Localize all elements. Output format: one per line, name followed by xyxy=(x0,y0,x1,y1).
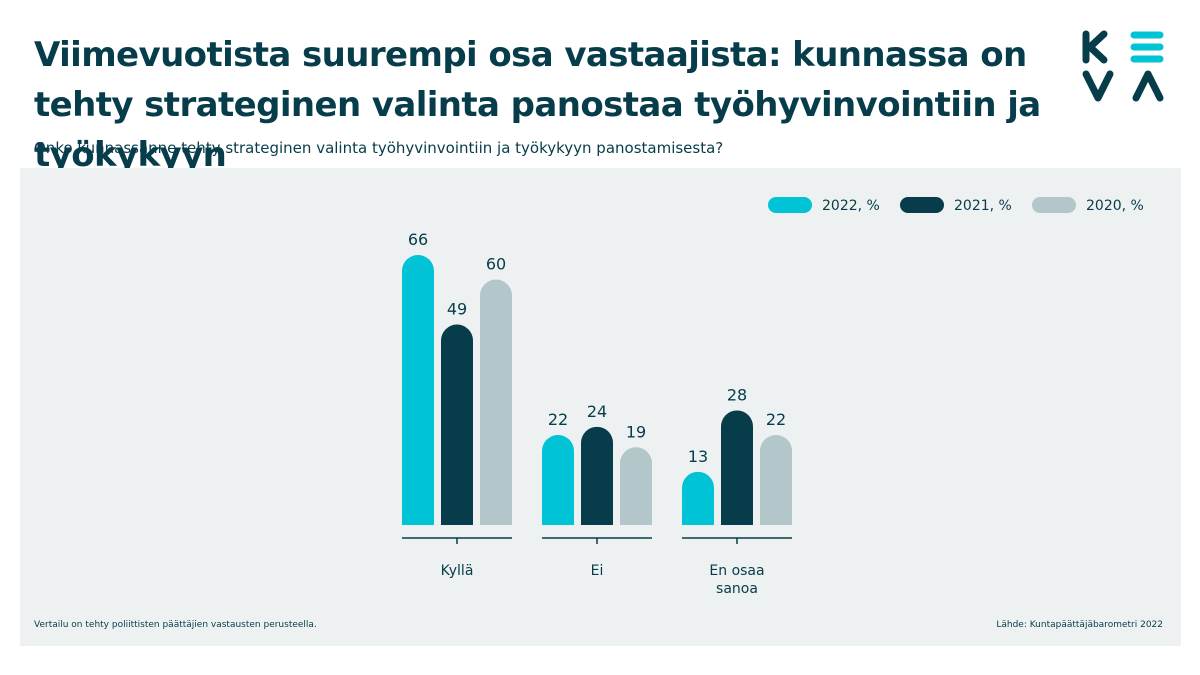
bar xyxy=(402,255,434,525)
bar xyxy=(721,410,753,525)
data-label: 49 xyxy=(447,300,467,319)
bar-chart: 2022, % 2021, % 2020, % 66 49 60 Kyllä 22 24 19 Ei… xyxy=(402,197,1144,597)
category-label: Ei xyxy=(591,563,604,579)
data-label: 22 xyxy=(766,410,786,429)
data-label: 24 xyxy=(587,402,607,421)
bar xyxy=(480,279,512,525)
data-label: 13 xyxy=(688,447,708,466)
data-label: 28 xyxy=(727,385,747,404)
bar xyxy=(760,435,792,525)
bar xyxy=(620,447,652,525)
footnote: Vertailu on tehty poliittisten päättäjie… xyxy=(34,620,317,630)
keva-logo xyxy=(1082,30,1164,102)
bar xyxy=(542,435,574,525)
legend-swatch xyxy=(900,197,944,213)
category-label: sanoa xyxy=(716,581,758,597)
legend-label: 2022, % xyxy=(822,198,880,214)
category-label: En osaa xyxy=(709,563,764,579)
bar xyxy=(682,471,714,525)
chart-panel: 2022, % 2021, % 2020, % 66 49 60 Kyllä 22 24 19 Ei… xyxy=(20,168,1181,646)
page-title: Viimevuotista suurempi osa vastaajista: … xyxy=(34,35,1041,175)
legend-swatch xyxy=(768,197,812,213)
data-label: 66 xyxy=(408,230,428,249)
legend-label: 2020, % xyxy=(1086,198,1144,214)
bar xyxy=(581,426,613,525)
category-label: Kyllä xyxy=(441,563,474,579)
legend-swatch xyxy=(1032,197,1076,213)
bar xyxy=(441,324,473,525)
data-label: 19 xyxy=(626,422,646,441)
data-label: 22 xyxy=(548,410,568,429)
chart-question: Onko kunnassanne tehty strateginen valin… xyxy=(34,139,724,157)
source-note: Lähde: Kuntapäättäjäbarometri 2022 xyxy=(996,620,1163,630)
data-label: 60 xyxy=(486,255,506,274)
legend-label: 2021, % xyxy=(954,198,1012,214)
